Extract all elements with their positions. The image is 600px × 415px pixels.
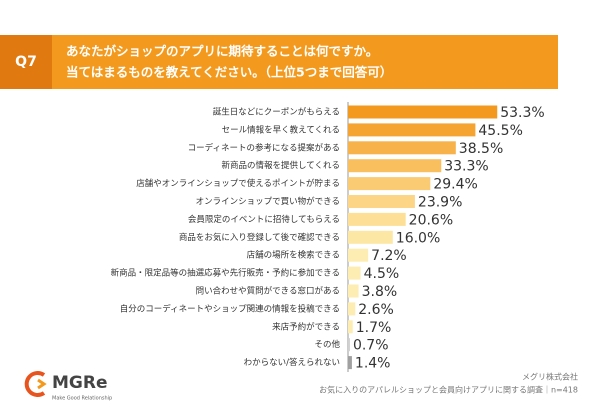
bar: [348, 123, 476, 137]
category-label: 商品をお気に入り登録して後で確認できる: [179, 232, 340, 243]
value-label: 4.5%: [364, 266, 400, 282]
value-label: 7.2%: [371, 248, 407, 264]
value-label: 2.6%: [358, 302, 394, 318]
logo-icon: [37, 378, 47, 390]
title-line: あなたがショップのアプリに期待することは何ですか。: [66, 44, 378, 59]
title-line: 当てはまるものを教えてください。（上位5つまで回答可）: [66, 65, 392, 80]
logo-icon: [24, 371, 46, 397]
bar: [348, 195, 415, 208]
category-label: 誕生日などにクーポンがもらえる: [213, 107, 340, 118]
value-label: 16.0%: [396, 230, 440, 246]
category-label: その他: [314, 339, 340, 350]
value-label: 45.5%: [478, 123, 522, 139]
category-label: 自分のコーディネートやショップ関連の情報を投稿できる: [120, 303, 340, 314]
company: メグリ株式会社: [522, 372, 578, 382]
value-label: 0.7%: [353, 338, 389, 354]
value-label: 3.8%: [362, 284, 398, 300]
value-label: 1.7%: [356, 320, 392, 336]
category-label: 店舗やオンラインショップで使えるポイントが貯まる: [136, 178, 340, 189]
bar: [348, 248, 369, 262]
bar: [348, 266, 361, 280]
category-label: オンラインショップで買い物ができる: [196, 196, 340, 207]
bar: [348, 105, 498, 119]
question-label: Q7: [15, 54, 37, 70]
category-label: 問い合わせや質問ができる窓口がある: [196, 286, 340, 297]
bar: [348, 177, 431, 191]
question-box: [0, 35, 52, 89]
tagline: Make Good Relationship: [52, 396, 112, 402]
category-label: 来店予約ができる: [272, 321, 340, 332]
bar: [348, 230, 393, 244]
value-label: 20.6%: [409, 212, 453, 228]
source: お気に入りのアパレルショップと会員向けアプリに関する調査｜n=418: [319, 385, 578, 395]
value-label: 53.3%: [500, 105, 544, 121]
bar: [348, 212, 406, 226]
bar: [348, 159, 442, 173]
value-label: 29.4%: [433, 177, 477, 193]
bar: [348, 320, 353, 334]
bar: [348, 284, 359, 298]
value-label: 33.3%: [444, 159, 488, 175]
value-label: 1.4%: [355, 356, 391, 372]
brand: MGRe: [52, 373, 108, 393]
category-label: セール情報を早く教えてくれる: [222, 124, 340, 135]
bar: [348, 356, 352, 370]
category-label: 会員限定のイベントに招待してもらえる: [188, 214, 340, 225]
category-label: 新商品・限定品等の抽選応募や先行販売・予約に参加できる: [111, 268, 340, 279]
category-label: コーディネートの参考になる提案がある: [188, 142, 340, 153]
bar: [348, 141, 456, 155]
category-label: わからない/答えられない: [244, 357, 340, 368]
bar: [348, 302, 356, 316]
value-label: 38.5%: [459, 141, 503, 157]
bar: [348, 338, 350, 352]
category-label: 店舗の場所を検索できる: [247, 250, 340, 261]
header-band: [0, 35, 558, 89]
category-label: 新商品の情報を提供してくれる: [222, 160, 341, 171]
value-label: 23.9%: [418, 195, 462, 211]
